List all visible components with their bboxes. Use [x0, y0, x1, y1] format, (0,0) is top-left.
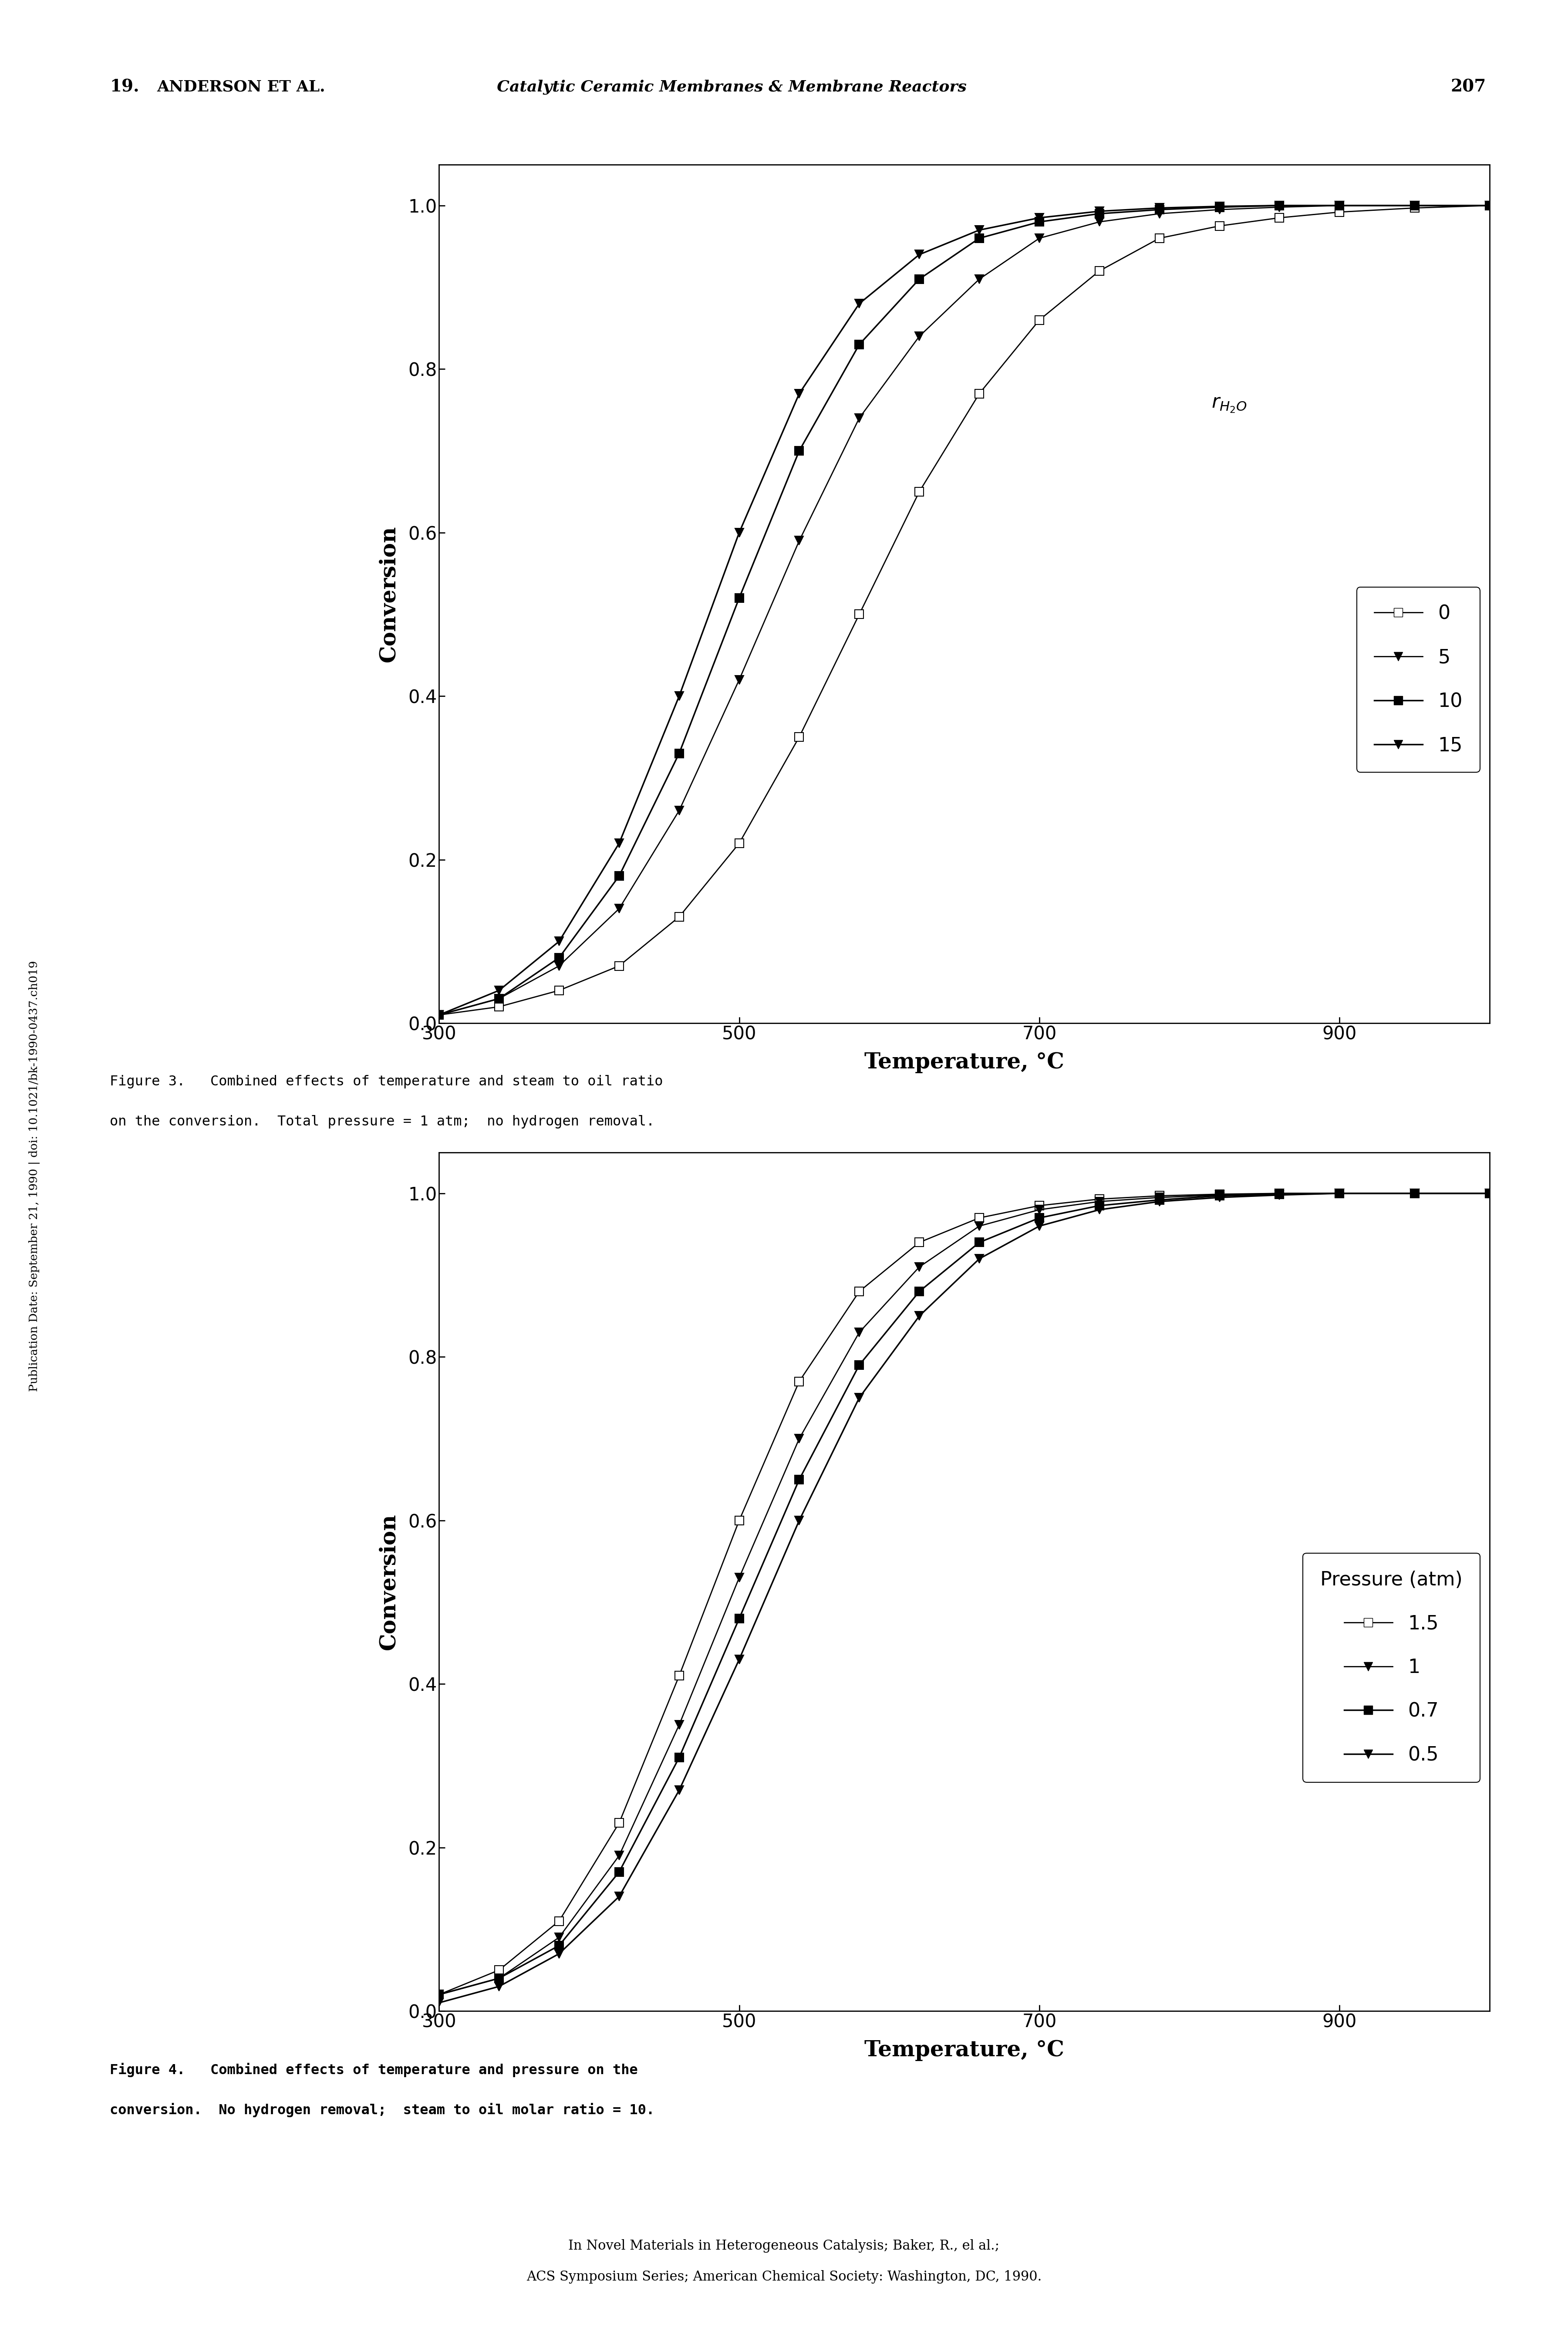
Y-axis label: Conversion: Conversion: [378, 1512, 400, 1651]
Text: 207: 207: [1450, 78, 1486, 96]
Text: Figure 3.   Combined effects of temperature and steam to oil ratio: Figure 3. Combined effects of temperatur…: [110, 1075, 663, 1089]
Legend: 0, 5, 10, 15: 0, 5, 10, 15: [1356, 588, 1480, 771]
Text: ANDERSON ET AL.: ANDERSON ET AL.: [157, 80, 325, 94]
Y-axis label: Conversion: Conversion: [378, 524, 400, 663]
X-axis label: Temperature, °C: Temperature, °C: [864, 2039, 1065, 2060]
Text: on the conversion.  Total pressure = 1 atm;  no hydrogen removal.: on the conversion. Total pressure = 1 at…: [110, 1115, 654, 1129]
Text: Catalytic Ceramic Membranes & Membrane Reactors: Catalytic Ceramic Membranes & Membrane R…: [486, 80, 967, 94]
Text: In Novel Materials in Heterogeneous Catalysis; Baker, R., el al.;: In Novel Materials in Heterogeneous Cata…: [569, 2239, 999, 2253]
Text: $r_{H_{2}O}$: $r_{H_{2}O}$: [1210, 395, 1247, 414]
Text: ACS Symposium Series; American Chemical Society: Washington, DC, 1990.: ACS Symposium Series; American Chemical …: [527, 2270, 1041, 2284]
Text: 19.: 19.: [110, 78, 140, 96]
X-axis label: Temperature, °C: Temperature, °C: [864, 1051, 1065, 1073]
Legend: 1.5, 1, 0.7, 0.5: 1.5, 1, 0.7, 0.5: [1303, 1552, 1480, 1783]
Text: Figure 4.   Combined effects of temperature and pressure on the: Figure 4. Combined effects of temperatur…: [110, 2063, 638, 2077]
Text: Publication Date: September 21, 1990 | doi: 10.1021/bk-1990-0437.ch019: Publication Date: September 21, 1990 | d…: [28, 960, 41, 1392]
Text: conversion.  No hydrogen removal;  steam to oil molar ratio = 10.: conversion. No hydrogen removal; steam t…: [110, 2103, 654, 2117]
